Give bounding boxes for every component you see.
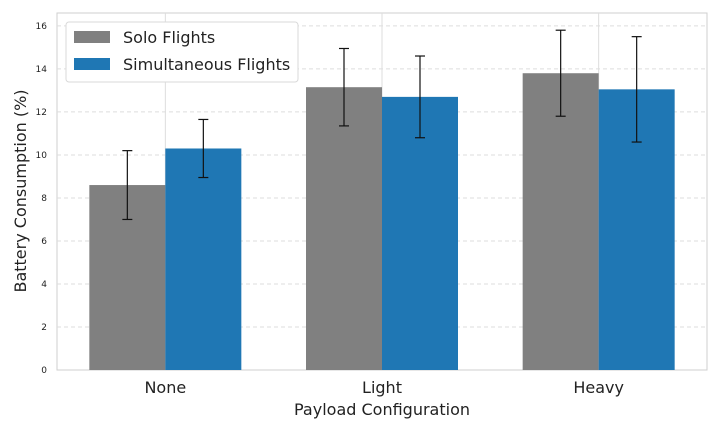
legend: Solo Flights Simultaneous Flights (65, 21, 299, 83)
legend-swatch-simultaneous (74, 58, 110, 70)
y-tick-label: 10 (36, 151, 48, 161)
x-axis-label: Payload Configuration (294, 400, 470, 419)
y-tick-label: 0 (41, 366, 47, 376)
y-axis-label: Battery Consumption (%) (11, 89, 30, 292)
legend-swatch-solo (74, 31, 110, 43)
x-tick-label: Light (362, 378, 402, 397)
bars (89, 73, 675, 371)
y-tick-label: 6 (41, 237, 47, 247)
tick-labels: 0 2 4 6 8 10 12 14 16 None Light Heavy (36, 22, 624, 397)
error-bar (415, 55, 425, 139)
y-tick-label: 8 (41, 194, 47, 204)
legend-label-simultaneous: Simultaneous Flights (123, 55, 290, 74)
error-bar (198, 118, 209, 179)
legend-frame (65, 21, 299, 83)
error-bars (122, 29, 642, 221)
x-tick-label: None (144, 378, 186, 397)
error-bar (631, 36, 642, 143)
bar-solo (306, 87, 382, 370)
error-bar (122, 150, 133, 221)
bar-simultaneous (382, 96, 458, 370)
y-tick-label: 4 (41, 280, 47, 290)
error-bar (555, 29, 566, 117)
x-tick-label: Heavy (573, 378, 624, 397)
legend-label-solo: Solo Flights (123, 28, 215, 47)
bar-solo (522, 73, 599, 371)
bar-simultaneous (165, 148, 242, 370)
y-tick-label: 2 (41, 323, 47, 333)
y-tick-label: 12 (36, 108, 47, 118)
y-tick-label: 14 (36, 65, 48, 75)
y-tick-label: 16 (36, 22, 48, 32)
error-bar (339, 47, 349, 127)
